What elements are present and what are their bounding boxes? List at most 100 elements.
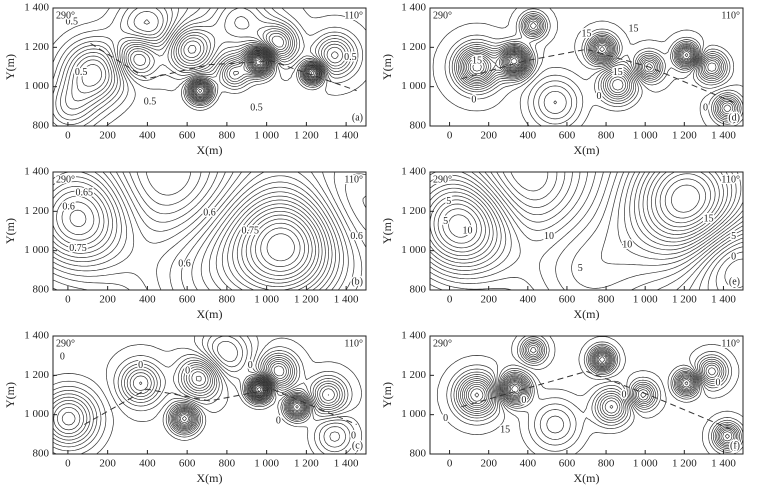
x-tick-label: 400 — [520, 294, 537, 306]
x-tick-label: 200 — [99, 130, 116, 142]
contour-line — [496, 172, 743, 290]
contour-line — [508, 382, 522, 396]
azimuth-label: 290° — [56, 338, 75, 349]
contour-line — [527, 48, 731, 126]
contour-line — [467, 44, 691, 77]
contour-label: 0 — [622, 389, 627, 400]
contour-line — [506, 379, 691, 399]
y-tick-label: 1 400 — [401, 166, 426, 178]
y-axis-label: Y(m) — [3, 382, 17, 408]
panel: 0.5 0.5 0.5 0.5 0.5 0 200 400 600 800 1 000 1 200 1 … — [3, 2, 367, 157]
contour-line — [53, 378, 306, 434]
x-tick-label: 800 — [598, 294, 615, 306]
x-tick-label: 200 — [480, 458, 497, 470]
contour-label: 0 — [185, 366, 190, 377]
x-tick-label: 1 000 — [633, 294, 658, 306]
contour-label: 0.5 — [250, 103, 263, 114]
contour-line — [123, 8, 364, 84]
contour-line — [126, 357, 341, 406]
contour-label: 15 — [472, 55, 482, 66]
y-tick-label: 1 200 — [24, 205, 49, 217]
contour-line — [519, 44, 735, 126]
contour-line — [462, 344, 736, 445]
contour-line — [139, 363, 330, 396]
x-tick-label: 0 — [65, 458, 71, 470]
contour-line — [598, 356, 606, 363]
plot-frame — [429, 7, 744, 127]
x-tick-label: 0 — [447, 130, 453, 142]
contour-line — [53, 8, 324, 126]
y-tick-label: 1 200 — [24, 41, 49, 53]
x-axis-label: X(m) — [197, 471, 223, 485]
azimuth-label: 290° — [56, 10, 75, 21]
contour-line — [503, 374, 695, 417]
azimuth-label: 290° — [433, 338, 452, 349]
contour-label: 0 — [703, 103, 708, 114]
contour-label: 0 — [731, 251, 736, 262]
contour-line — [53, 377, 308, 441]
contour-line — [53, 172, 366, 290]
contour-line — [507, 381, 689, 398]
contour-line — [448, 11, 743, 125]
panel: 5 10 5 10 10 5 15 5 0 0 200 400 600 800 1 000 1 200 1 40… — [380, 166, 744, 321]
contour-line — [497, 364, 702, 454]
x-tick-label: 200 — [480, 294, 497, 306]
y-tick-label: 800 — [33, 284, 50, 296]
contour-line — [650, 172, 720, 232]
y-tick-label: 1 000 — [401, 80, 426, 92]
contour-line — [53, 190, 333, 290]
contour-line — [430, 172, 743, 290]
contour-line — [502, 373, 696, 419]
contour-line — [241, 210, 316, 284]
azimuth-label: 290° — [56, 174, 75, 185]
x-tick-label: 0 — [65, 294, 71, 306]
contour-line — [612, 62, 717, 91]
contour-label: 15 — [613, 67, 623, 78]
contour-line — [55, 11, 323, 121]
contour-label: 0 — [715, 377, 720, 388]
panel-label: (f) — [730, 440, 740, 451]
contour-label: 0.6 — [350, 231, 363, 242]
azimuth-label: 110° — [721, 10, 740, 21]
y-axis-label: Y(m) — [3, 218, 17, 244]
contour-line — [450, 336, 743, 453]
contour-line — [53, 181, 340, 290]
contour-line — [503, 375, 694, 414]
contour-line — [53, 8, 323, 125]
contour-line — [53, 336, 346, 448]
y-tick-label: 800 — [410, 120, 427, 132]
y-axis-label: Y(m) — [380, 218, 394, 244]
contour-line — [433, 172, 737, 253]
panel-label: (b) — [351, 276, 363, 287]
contour-line — [132, 360, 335, 402]
contours — [432, 8, 743, 126]
contour-line — [65, 50, 321, 110]
contour-label: 5 — [578, 263, 583, 274]
panel-label: (e) — [729, 276, 740, 287]
x-tick-label: 1 000 — [254, 458, 279, 470]
contour-line — [430, 172, 743, 264]
y-tick-label: 800 — [33, 120, 50, 132]
azimuth-label: 110° — [344, 338, 363, 349]
contour-label: 0.6 — [203, 208, 216, 219]
contour-line — [53, 175, 344, 290]
x-tick-label: 1 400 — [711, 458, 736, 470]
y-tick-label: 1 400 — [401, 2, 426, 14]
contour-line — [61, 380, 305, 427]
contour-line — [430, 172, 743, 290]
contour-line — [127, 8, 355, 75]
contour-line — [53, 172, 211, 290]
contour-line — [490, 172, 743, 290]
y-tick-label: 1 200 — [401, 41, 426, 53]
x-tick-label: 800 — [598, 458, 615, 470]
contour-line — [194, 54, 317, 97]
contour-line — [472, 52, 524, 72]
panel: 0.650.60.750.60.750.60.60 200 400 600 800 1 0… — [3, 166, 367, 321]
contour-line — [459, 18, 735, 116]
contour-line — [607, 58, 721, 96]
contour-line — [121, 8, 366, 96]
contour-label: 0.5 — [344, 52, 357, 63]
contour-line — [53, 172, 366, 290]
contour-label: 0.5 — [75, 67, 88, 78]
